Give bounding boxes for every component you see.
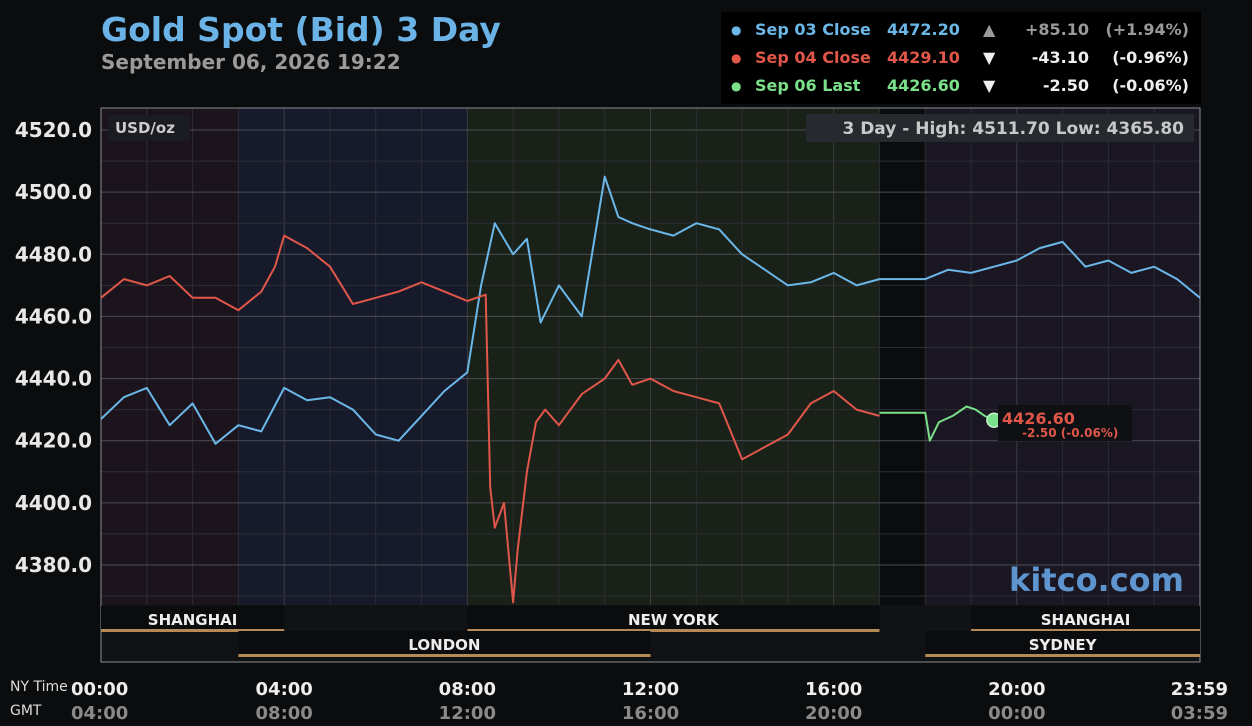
x-axis-title-gmt: GMT	[10, 703, 42, 719]
session-bar-bg	[238, 631, 651, 657]
legend-price: 4472.20	[887, 20, 960, 39]
series-line	[879, 405, 995, 442]
session-bar-bg	[101, 606, 285, 632]
legend-change: -2.50	[1042, 76, 1089, 95]
legend-row-sep04: ● Sep 04 Close 4429.10 ▼ -43.10 (-0.96%)	[721, 48, 1201, 74]
high-low-bg	[806, 114, 1194, 142]
session-label: SHANGHAI	[148, 611, 238, 629]
legend-price: 4429.10	[887, 48, 960, 67]
series-line	[100, 175, 1201, 445]
zone-london-shade	[238, 108, 468, 605]
legend-pct: (-0.06%)	[1112, 76, 1189, 95]
y-tick-label: 4380.0	[15, 553, 92, 577]
x-tick-label-gmt: 20:00	[805, 703, 862, 724]
unit-label: USD/oz	[115, 119, 175, 137]
plot-frame	[100, 107, 1201, 663]
zone-closed-shade	[879, 108, 926, 605]
y-tick-label: 4440.0	[15, 367, 92, 391]
high-low-label: 3 Day - High: 4511.70 Low: 4365.80	[842, 119, 1184, 139]
watermark-logo: kitco.com	[1009, 561, 1184, 599]
session-bar-bg	[971, 606, 1200, 632]
chart-title: Gold Spot (Bid) 3 Day	[101, 10, 501, 49]
x-tick-label-ny: 20:00	[988, 679, 1045, 700]
last-change-label: -2.50 (-0.06%)	[1022, 426, 1118, 440]
x-tick-label-gmt: 08:00	[256, 703, 313, 724]
session-bar-bg	[925, 631, 1200, 657]
legend-dot: ●	[731, 79, 742, 93]
x-tick-label-gmt: 00:00	[988, 703, 1045, 724]
session-bar-underline	[238, 654, 651, 657]
zone-asia-shade	[101, 108, 239, 605]
x-tick-label-gmt: 12:00	[439, 703, 496, 724]
legend-arrow: ▼	[983, 76, 996, 95]
last-price-bg	[998, 405, 1132, 441]
y-tick-label: 4420.0	[15, 429, 92, 453]
y-tick-label: 4480.0	[15, 242, 92, 266]
x-tick-label-ny: 23:59	[1171, 679, 1228, 700]
chart-subtitle: September 06, 2026 19:22	[101, 50, 401, 74]
y-tick-label: 4400.0	[15, 491, 92, 515]
legend-row-sep03: ● Sep 03 Close 4472.20 ▲ +85.10 (+1.94%)	[721, 20, 1201, 46]
x-tick-label-ny: 00:00	[71, 679, 128, 700]
x-tick-label-ny: 12:00	[622, 679, 679, 700]
session-label: SHANGHAI	[1041, 611, 1131, 629]
legend-label: Sep 06 Last	[755, 76, 861, 95]
legend-dot: ●	[731, 51, 742, 65]
series-line	[100, 234, 880, 604]
y-tick-label: 4520.0	[15, 118, 92, 142]
legend-pct: (-0.96%)	[1112, 48, 1189, 67]
x-tick-label-ny: 16:00	[805, 679, 862, 700]
session-bar-underline	[925, 654, 1200, 657]
legend-label: Sep 04 Close	[755, 48, 871, 67]
legend-label: Sep 03 Close	[755, 20, 871, 39]
x-tick-label-gmt: 04:00	[71, 703, 128, 724]
zone-newyork-shade	[467, 108, 880, 605]
session-bar-underline	[467, 629, 880, 632]
x-tick-label-gmt: 03:59	[1171, 703, 1228, 724]
legend-arrow: ▼	[983, 48, 996, 67]
legend-change: -43.10	[1031, 48, 1089, 67]
session-label: SYDNEY	[1029, 636, 1098, 654]
unit-label-bg	[108, 115, 190, 141]
legend-dot: ●	[731, 23, 742, 37]
session-bar-bg	[467, 606, 880, 632]
legend-row-sep06: ● Sep 06 Last 4426.60 ▼ -2.50 (-0.06%)	[721, 76, 1201, 102]
y-tick-label: 4500.0	[15, 180, 92, 204]
session-bar-underline	[971, 629, 1200, 632]
x-tick-label-gmt: 16:00	[622, 703, 679, 724]
last-price-label: 4426.60	[1002, 409, 1075, 428]
x-axis-title-ny: NY Time	[10, 679, 68, 695]
session-bar-underline	[101, 629, 285, 632]
legend-pct: (+1.94%)	[1105, 20, 1189, 39]
x-tick-label-ny: 08:00	[439, 679, 496, 700]
legend-price: 4426.60	[887, 76, 960, 95]
legend: ● Sep 03 Close 4472.20 ▲ +85.10 (+1.94%)…	[721, 12, 1201, 104]
legend-change: +85.10	[1024, 20, 1089, 39]
session-label: NEW YORK	[628, 611, 720, 629]
y-tick-label: 4460.0	[15, 304, 92, 328]
legend-arrow: ▲	[983, 20, 996, 39]
session-label: LONDON	[408, 636, 480, 654]
x-tick-label-ny: 04:00	[256, 679, 313, 700]
